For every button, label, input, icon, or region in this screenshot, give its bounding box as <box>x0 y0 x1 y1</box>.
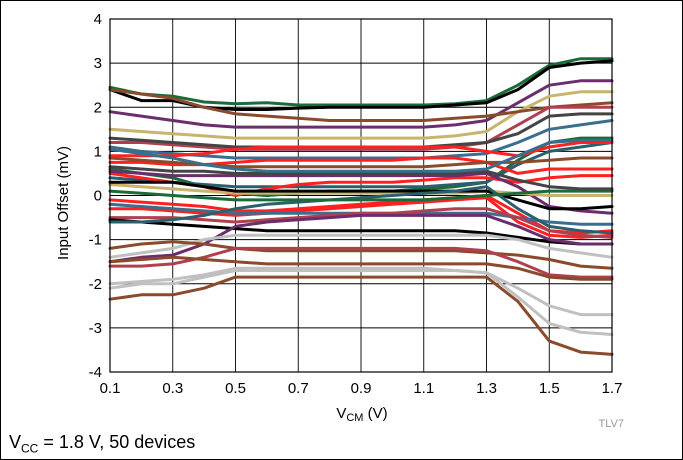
series-line <box>108 90 614 140</box>
y-tick-label: -4 <box>89 364 102 381</box>
series-line <box>108 180 614 211</box>
x-tick-label: 1.7 <box>602 380 623 397</box>
y-tick-label: -3 <box>89 320 102 337</box>
series-line <box>108 138 614 173</box>
series-line <box>108 105 614 151</box>
y-tick-label: 4 <box>94 11 102 28</box>
series-line <box>108 207 614 239</box>
y-tick-label: -1 <box>89 232 102 249</box>
caption: VCC = 1.8 V, 50 devices <box>9 432 196 456</box>
x-tick-label: 1.3 <box>476 380 497 397</box>
series-line <box>108 79 614 129</box>
y-axis-label: Input Offset (mV) <box>55 146 72 260</box>
x-tick-label: 0.9 <box>351 380 372 397</box>
series-layer <box>108 57 614 356</box>
x-tick-label: 1.5 <box>539 380 560 397</box>
chart-code: TLV7 <box>599 418 624 430</box>
series-line <box>108 88 614 122</box>
y-tick-label: 2 <box>94 99 102 116</box>
series-line <box>108 189 614 202</box>
series-line <box>108 266 614 336</box>
y-tick-labels: 4 3 2 1 0 -1 -2 -3 -4 <box>89 11 102 381</box>
y-tick-label: 0 <box>94 188 102 205</box>
x-tick-labels: 0.1 0.3 0.5 0.7 0.9 1.1 1.3 1.5 1.7 <box>100 380 623 397</box>
y-tick-label: -2 <box>89 276 102 293</box>
series-line <box>108 269 614 317</box>
x-tick-label: 0.5 <box>225 380 246 397</box>
y-tick-label: 1 <box>94 143 102 160</box>
series-line <box>108 213 614 264</box>
series-line <box>108 185 614 235</box>
series-line <box>108 57 614 107</box>
series-line <box>108 165 614 191</box>
series-line <box>108 275 614 356</box>
x-tick-label: 0.1 <box>100 380 121 397</box>
series-line <box>108 240 614 270</box>
series-line <box>108 255 614 281</box>
plot-border <box>109 18 613 373</box>
x-tick-label: 1.1 <box>413 380 434 397</box>
x-tick-label: 0.3 <box>162 380 183 397</box>
x-axis-label: VCM (V) <box>336 405 387 424</box>
x-tick-label: 0.7 <box>288 380 309 397</box>
y-tick-label: 3 <box>94 55 102 72</box>
series-line <box>108 196 614 239</box>
series-line <box>108 218 614 246</box>
